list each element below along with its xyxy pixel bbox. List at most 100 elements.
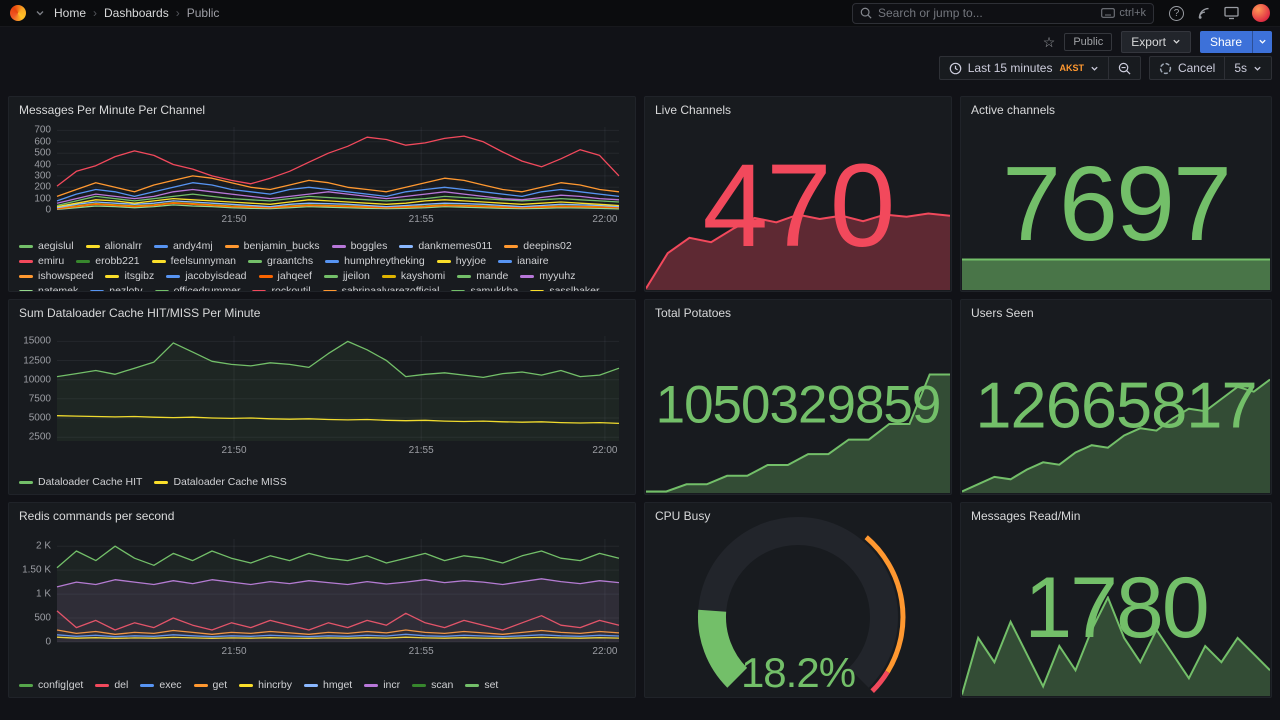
plot-area: [56, 336, 620, 441]
monitor-icon[interactable]: [1224, 6, 1239, 20]
redis-chart[interactable]: 0 500 1 K 1.50 K 2 K 21:50 21:55 22:00: [17, 539, 627, 659]
legend-item[interactable]: del: [95, 679, 128, 691]
share-button[interactable]: Share: [1199, 30, 1252, 53]
panel-title[interactable]: Messages Per Minute Per Channel: [19, 103, 206, 117]
panel-title[interactable]: Redis commands per second: [19, 509, 175, 523]
legend-item[interactable]: kayshomi: [381, 270, 445, 282]
legend-item[interactable]: exec: [140, 679, 182, 691]
legend-item[interactable]: aegislul: [19, 240, 74, 252]
legend-item[interactable]: graantchs: [248, 255, 313, 267]
legend-item[interactable]: sasslbaker: [530, 285, 600, 291]
refresh-interval-dropdown[interactable]: 5s: [1224, 57, 1271, 79]
breadcrumb-dashboards[interactable]: Dashboards: [104, 6, 169, 20]
legend-item[interactable]: dankmemes011: [399, 240, 492, 252]
legend-label: ianaire: [517, 255, 549, 267]
legend-label: hmget: [323, 679, 353, 691]
breadcrumb-separator-icon: ›: [175, 6, 180, 20]
breadcrumb-home[interactable]: Home: [54, 6, 87, 20]
legend-item[interactable]: emiru: [19, 255, 64, 267]
legend-item[interactable]: deepins02: [504, 240, 572, 252]
legend-item[interactable]: hmget: [304, 679, 352, 691]
share-menu-chevron-icon[interactable]: [1252, 30, 1272, 53]
legend-label: emiru: [38, 255, 65, 267]
legend-item[interactable]: set: [465, 679, 498, 691]
legend-item[interactable]: ianaire: [498, 255, 549, 267]
search-box[interactable]: ctrl+k: [852, 2, 1154, 24]
legend-swatch: [530, 289, 545, 291]
messages-legend: aegislul alionalrr andy4mj benjamin_bucks bo…: [9, 235, 635, 291]
zoom-out-button[interactable]: [1107, 57, 1140, 79]
legend-item[interactable]: incr: [364, 679, 400, 691]
legend-item[interactable]: scan: [412, 679, 453, 691]
export-button[interactable]: Export: [1121, 30, 1191, 53]
legend-label: jahqeef: [277, 270, 312, 282]
panel-title[interactable]: Messages Read/Min: [971, 509, 1081, 523]
sparkline-svg: [646, 212, 950, 290]
legend-item[interactable]: officedrummer: [154, 285, 240, 291]
legend-item[interactable]: get: [193, 679, 227, 691]
legend-swatch: [465, 683, 480, 687]
top-nav: Home › Dashboards › Public ctrl+k ?: [0, 0, 1280, 27]
legend-item[interactable]: jacobyisdead: [166, 270, 247, 282]
legend-swatch: [90, 289, 105, 291]
legend-item[interactable]: boggles: [331, 240, 387, 252]
legend-swatch: [76, 259, 91, 263]
legend-item[interactable]: hyyjoe: [436, 255, 486, 267]
legend-label: config|get: [38, 679, 84, 691]
panel-active-channels: Active channels 7697: [960, 96, 1272, 292]
org-switcher-chevron-icon[interactable]: [35, 8, 45, 18]
panel-title[interactable]: Active channels: [971, 103, 1056, 117]
y-axis-label: 600: [34, 136, 51, 148]
y-axis-label: 700: [34, 124, 51, 136]
panel-title[interactable]: Users Seen: [971, 306, 1034, 320]
messages-chart[interactable]: 0 100 200 300 400 500 600 700 21:50 21:55 22:00: [17, 124, 627, 227]
time-controls-bar: Last 15 minutes AKST Cancel 5s: [0, 54, 1280, 87]
panel-title[interactable]: Sum Dataloader Cache HIT/MISS Per Minute: [19, 306, 261, 320]
dashboard-tag-badge[interactable]: Public: [1064, 32, 1113, 51]
cancel-refresh-button[interactable]: Cancel: [1150, 57, 1224, 79]
legend-item[interactable]: myyuhz: [520, 270, 575, 282]
legend-swatch: [258, 274, 273, 278]
grafana-logo[interactable]: [10, 5, 26, 21]
user-avatar[interactable]: [1252, 4, 1270, 22]
panel-title[interactable]: Live Channels: [655, 103, 732, 117]
legend-item[interactable]: sabrinaalvarezofficial: [322, 285, 439, 291]
dataloader-chart[interactable]: 2500 5000 7500 10000 12500 15000 21:50 21:55 22:…: [17, 336, 627, 458]
legend-item[interactable]: Dataloader Cache HIT: [19, 476, 142, 488]
time-range-group: Last 15 minutes AKST: [938, 56, 1141, 80]
legend-item[interactable]: ishowspeed: [19, 270, 93, 282]
legend-item[interactable]: nezlotv: [90, 285, 143, 291]
sparkline-svg: [962, 258, 1270, 290]
legend-swatch: [436, 259, 451, 263]
keyboard-icon: [1101, 8, 1116, 18]
legend-item[interactable]: humphreytheking: [325, 255, 425, 267]
legend-item[interactable]: mande: [457, 270, 508, 282]
time-range-picker[interactable]: Last 15 minutes AKST: [940, 57, 1108, 79]
legend-swatch: [166, 274, 181, 278]
legend-item[interactable]: samukkha: [451, 285, 518, 291]
search-input[interactable]: [878, 6, 1096, 20]
nav-icons: ?: [1169, 4, 1270, 22]
gauge-svg: [697, 517, 906, 693]
legend-item[interactable]: erobb221: [76, 255, 140, 267]
legend-swatch: [193, 683, 208, 687]
legend-item[interactable]: alionalrr: [85, 240, 142, 252]
legend-item[interactable]: jjeilon: [323, 270, 370, 282]
panel-title[interactable]: Total Potatoes: [655, 306, 732, 320]
x-axis-label: 21:50: [221, 445, 247, 456]
legend-item[interactable]: feelsunnyman: [151, 255, 236, 267]
legend-item[interactable]: Dataloader Cache MISS: [154, 476, 287, 488]
legend-item[interactable]: andy4mj: [153, 240, 213, 252]
breadcrumb: Home › Dashboards › Public: [54, 6, 219, 20]
legend-item[interactable]: hincrby: [239, 679, 292, 691]
legend-item[interactable]: natemek: [19, 285, 78, 291]
legend-item[interactable]: config|get: [19, 679, 83, 691]
legend-item[interactable]: rockoutil: [252, 285, 311, 291]
panel-title[interactable]: CPU Busy: [655, 509, 711, 523]
help-icon[interactable]: ?: [1169, 5, 1184, 21]
legend-item[interactable]: benjamin_bucks: [224, 240, 320, 252]
legend-item[interactable]: jahqeef: [258, 270, 312, 282]
favorite-star-icon[interactable]: ☆: [1042, 33, 1056, 50]
legend-item[interactable]: itsgibz: [105, 270, 154, 282]
news-rss-icon[interactable]: [1197, 6, 1211, 20]
